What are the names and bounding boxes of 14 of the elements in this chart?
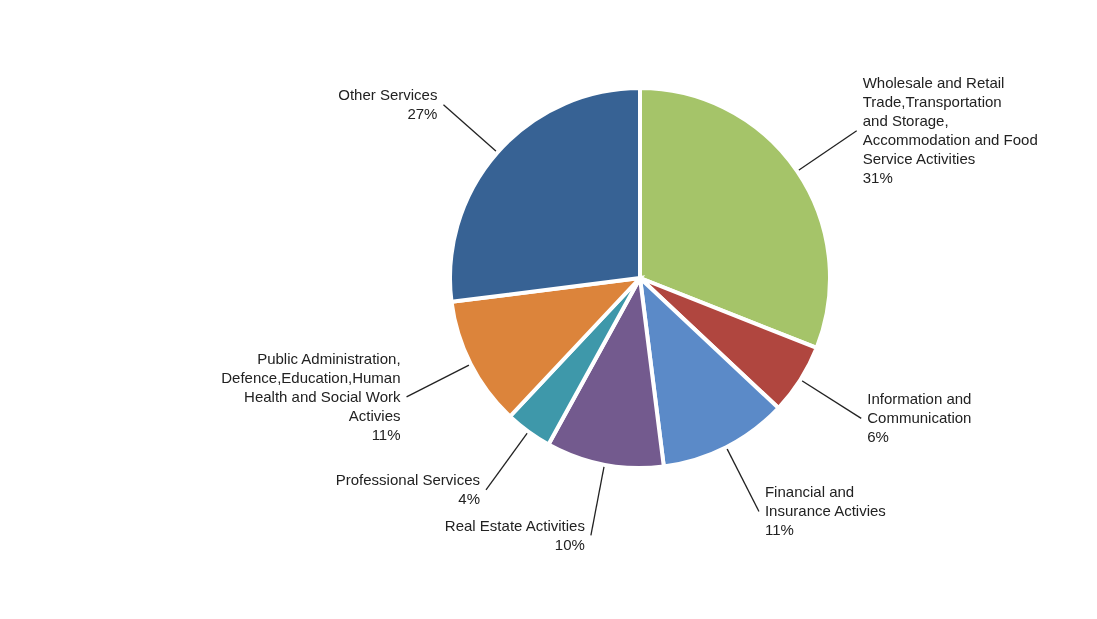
data-label: 4% (458, 490, 480, 508)
slice-label: Public Administration, Defence,Education,Human Health and Social Work Activies (221, 349, 402, 424)
data-label: 27% (407, 105, 438, 123)
data-label: 11% (764, 521, 794, 539)
slice-label: Real Estate Activities (444, 516, 585, 534)
data-label: 10% (554, 535, 585, 553)
slice-label: Information and Communication (867, 390, 972, 427)
data-label: 11% (371, 425, 401, 443)
slice-label: Other Services (338, 86, 438, 104)
slice-label: Wholesale and Retail Trade,Transportation and Storage, Accommodation and Food Service Activities (862, 74, 1038, 168)
data-label: 31% (862, 169, 893, 187)
slice-label: Financial and Insurance Activies (764, 483, 886, 520)
slice-label: Professional Services (335, 471, 480, 489)
data-label: 6% (867, 428, 889, 446)
